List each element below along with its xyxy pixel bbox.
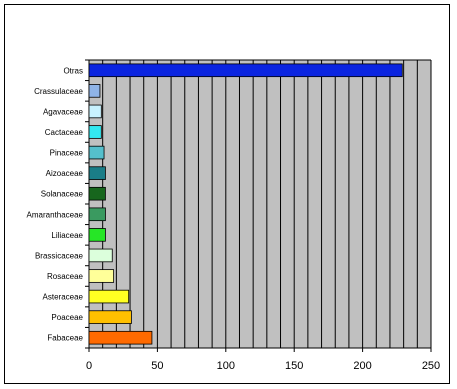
bar-amaranthaceae [88, 207, 106, 222]
y-tick-label: Fabaceae [47, 334, 83, 343]
y-tick-label: Cactaceae [45, 128, 84, 137]
bar-pinaceae [88, 145, 105, 160]
x-tick-label: 250 [422, 360, 440, 372]
y-tick-label: Asteraceae [43, 293, 84, 302]
y-tick-label: Pinaceae [50, 149, 84, 158]
y-tick-label: Liliaceae [51, 231, 83, 240]
bar-agavaceae [88, 104, 102, 119]
x-tick-label: 200 [353, 360, 371, 372]
bar-asteraceae [88, 289, 130, 304]
y-tick-label: Agavaceae [43, 107, 84, 116]
bar-cactaceae [88, 125, 102, 139]
y-tick-label: Poaceae [51, 313, 83, 322]
y-tick-label: Solanaceae [41, 190, 84, 199]
bar-rosaceae [88, 269, 115, 283]
y-tick-label: Aizoaceae [46, 169, 84, 178]
bar-liliaceae [88, 228, 106, 242]
bar-brassicaceae [88, 248, 113, 263]
y-tick-label: Otras [63, 66, 83, 75]
x-tick-label: 0 [86, 360, 92, 372]
bar-solanaceae [88, 186, 106, 201]
y-tick-label: Crassulaceae [34, 87, 83, 96]
y-tick-label: Brassicaceae [35, 251, 84, 260]
plot-area [89, 60, 431, 348]
x-tick-label: 150 [285, 360, 303, 372]
bar-poaceae [88, 310, 132, 324]
x-tick-label: 50 [151, 360, 163, 372]
bar-fabaceae [88, 330, 153, 345]
y-tick-label: Rosaceae [47, 272, 84, 281]
y-tick-label: Amaranthaceae [27, 210, 84, 219]
bar-crassulaceae [88, 84, 101, 98]
bar-otras [88, 63, 403, 78]
bar-aizoaceae [88, 166, 106, 180]
x-tick-label: 100 [217, 360, 235, 372]
